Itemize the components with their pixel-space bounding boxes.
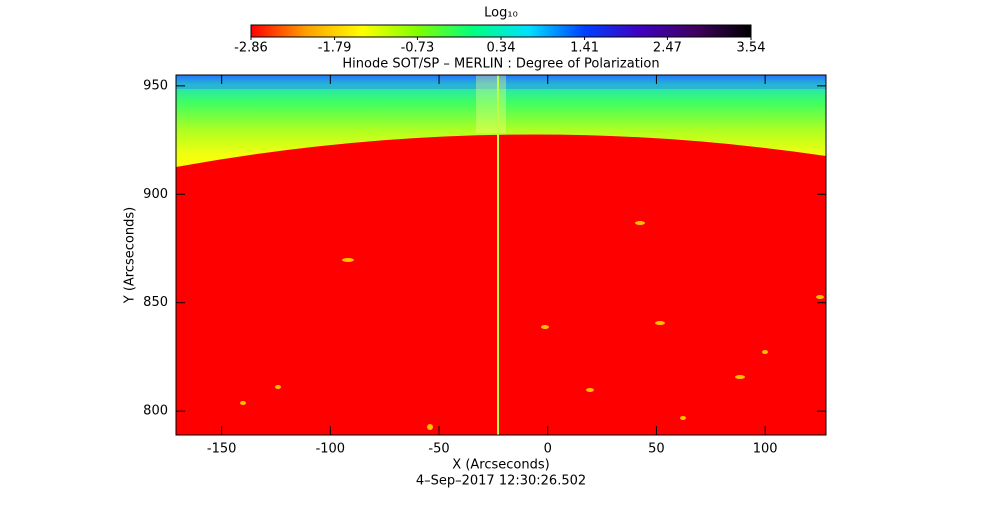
plot-frame [175,74,827,436]
colorbar-tick-label: 2.47 [653,41,682,56]
solar-image [176,75,826,435]
y-tick-label: 900 [143,187,168,202]
footer-date: 4–Sep–2017 12:30:26.502 [416,474,586,489]
colorbar-tick-label: 0.34 [487,41,516,56]
y-tick-label: 850 [143,295,168,310]
colorbar-label: Log₁₀ [484,6,518,21]
chart-title: Hinode SOT/SP – MERLIN : Degree of Polar… [342,57,659,72]
image-noise [176,75,826,89]
colorbar-tick-label: 3.54 [737,41,766,56]
colorbar-tick-label: -0.73 [401,41,435,56]
x-tick-label: -100 [316,442,346,457]
y-tick-label: 800 [143,404,168,419]
x-tick-label: -50 [428,442,449,457]
colorbar-tick-label: -1.79 [318,41,352,56]
x-axis-label: X (Arcseconds) [452,458,549,473]
x-tick-label: 0 [544,442,552,457]
x-tick-label: -150 [207,442,237,457]
y-tick-label: 950 [143,78,168,93]
colorbar-tick-label: -2.86 [234,41,268,56]
colorbar [250,24,752,38]
x-tick-label: 100 [753,442,778,457]
image-spots [240,221,824,430]
y-axis-label: Y (Arcseconds) [123,207,138,304]
image-band [476,75,506,133]
colorbar-tick-label: 1.41 [570,41,599,56]
x-tick-label: 50 [648,442,665,457]
image-limb [176,75,826,167]
